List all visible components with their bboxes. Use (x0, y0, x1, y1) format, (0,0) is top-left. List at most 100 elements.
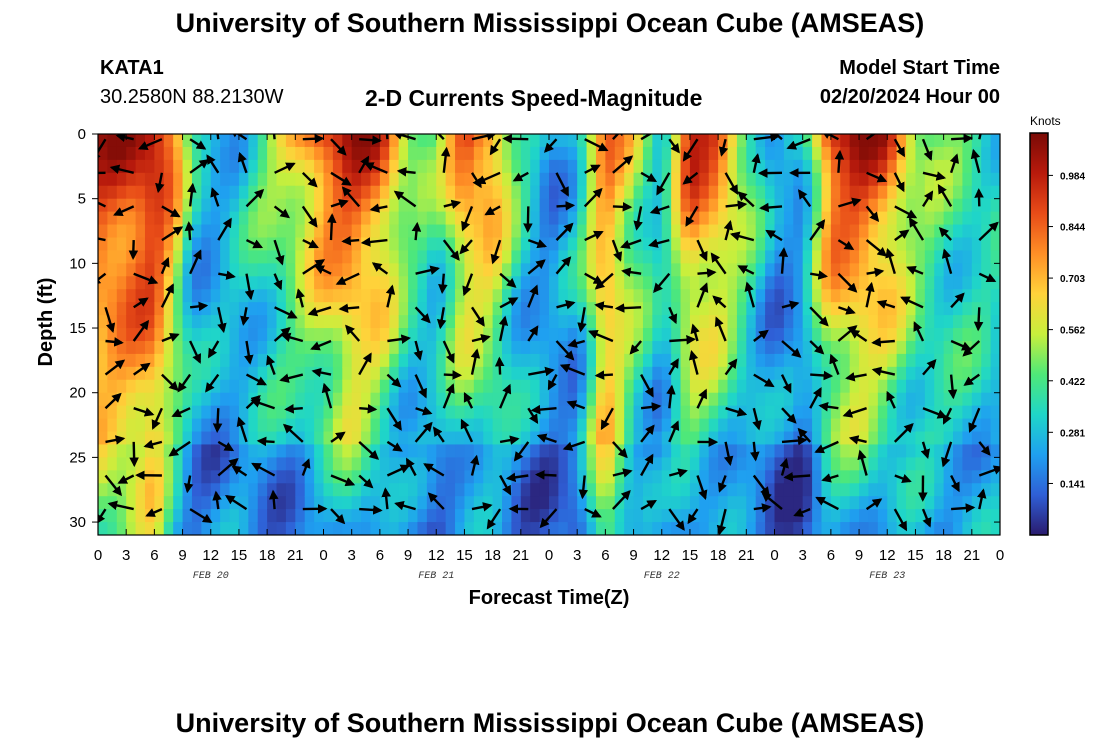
current-vector (212, 490, 222, 510)
heat-cell (98, 483, 108, 497)
heat-cell (661, 315, 672, 329)
heat-cell (502, 263, 513, 277)
heat-cell (417, 198, 428, 213)
heat-cell (220, 263, 231, 277)
heat-cell (859, 392, 870, 407)
heat-cell (295, 211, 306, 226)
heat-cell (361, 444, 372, 458)
heat-cell (868, 159, 879, 174)
heat-cell (473, 302, 484, 316)
heat-cell (953, 418, 964, 433)
heat-cell (793, 172, 804, 187)
heat-cell (370, 146, 381, 161)
heat-cell (755, 250, 766, 264)
heat-cell (924, 340, 935, 355)
heat-cell (802, 198, 813, 213)
heat-cell (586, 146, 597, 161)
heat-cell (962, 159, 973, 174)
heat-cell (436, 444, 447, 458)
heat-cell (398, 250, 409, 264)
heat-cell (971, 496, 982, 510)
heat-cell (98, 172, 108, 187)
heat-cell (144, 289, 155, 303)
heat-cell (624, 457, 635, 471)
heat-cell (539, 496, 550, 510)
heat-cell (220, 250, 231, 264)
heat-cell (530, 250, 541, 264)
heat-cell (379, 159, 390, 174)
heat-cell (116, 496, 127, 510)
heat-cell (981, 509, 992, 523)
heat-cell (361, 211, 372, 226)
heat-cell (238, 444, 249, 458)
heat-cell (859, 405, 870, 420)
heat-cell (464, 509, 475, 523)
heat-cell (642, 431, 653, 446)
current-vector (189, 159, 210, 174)
heat-cell (520, 509, 531, 523)
heat-cell (417, 483, 428, 497)
heat-cell (953, 185, 964, 200)
heat-cell (549, 224, 559, 239)
heat-cell (332, 444, 343, 458)
current-vector (341, 235, 360, 246)
current-vector (470, 454, 480, 476)
heat-cell (887, 509, 898, 523)
current-vector (358, 441, 380, 460)
heat-cell (511, 263, 522, 277)
heat-cell (408, 483, 419, 497)
heat-cell (163, 134, 174, 148)
heat-cell (981, 185, 992, 200)
current-vector (284, 404, 303, 414)
heat-cell (370, 496, 381, 510)
heat-cell (652, 366, 663, 381)
current-vector (583, 187, 603, 208)
heat-cell (389, 134, 400, 148)
heat-cell (511, 328, 522, 342)
heat-cell (689, 237, 700, 252)
heat-cell (642, 315, 653, 329)
heat-cell (962, 431, 973, 446)
heat-cell (248, 172, 259, 187)
heat-cell (426, 198, 437, 213)
heat-cell (323, 522, 334, 535)
heat-cell (173, 392, 184, 407)
heat-cell (107, 263, 118, 277)
heat-cell (812, 263, 823, 277)
current-vector (499, 272, 517, 288)
heat-cell (220, 237, 231, 252)
heat-cell (680, 405, 691, 420)
y-tick-label: 20 (69, 385, 86, 402)
heat-cell (849, 509, 860, 523)
heat-cell (436, 250, 447, 264)
heat-cell (323, 340, 334, 355)
heat-cell (586, 263, 597, 277)
heat-cell (877, 431, 888, 446)
model-start-label: Model Start Time (839, 57, 1000, 79)
current-vector (668, 138, 680, 154)
heat-cell (154, 315, 165, 329)
heat-cell (285, 379, 296, 394)
heat-cell (173, 509, 184, 523)
heat-cell (943, 353, 954, 368)
heat-cell (304, 509, 315, 523)
heat-cell (624, 250, 635, 264)
heat-cell (934, 146, 945, 161)
heat-cell (990, 418, 1000, 433)
heat-cell (774, 379, 785, 394)
heat-cell (502, 405, 513, 420)
heat-cell (708, 483, 719, 497)
heat-cell (464, 457, 475, 471)
heat-cell (605, 146, 616, 161)
heat-cell (577, 276, 588, 290)
heat-cell (971, 134, 982, 148)
heat-cell (483, 134, 494, 148)
heat-cell (511, 405, 522, 420)
heat-cell (98, 263, 108, 277)
heat-cell (135, 276, 146, 290)
heat-cell (163, 250, 174, 264)
heat-cell (98, 444, 108, 458)
heat-cell (332, 159, 343, 174)
heat-cell (210, 211, 221, 226)
model-start-value: 02/20/2024 Hour 00 (819, 86, 1000, 108)
